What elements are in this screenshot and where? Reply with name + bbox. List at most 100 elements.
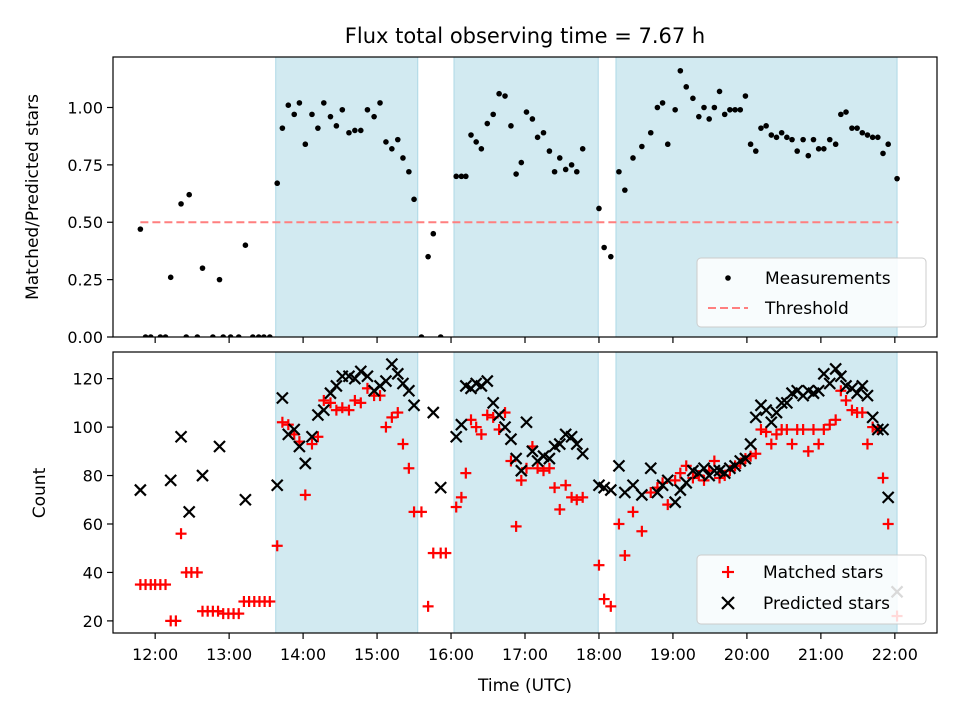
measurement-point <box>664 141 671 148</box>
measurement-point <box>418 334 425 337</box>
top-panel: 0.00 0.25 0.50 0.75 1.00 Matched/Predicted s… <box>23 56 938 347</box>
predicted-star-point <box>509 452 523 465</box>
measurement-point <box>327 113 334 120</box>
matched-star-point <box>560 479 572 491</box>
matched-star-point <box>840 394 852 406</box>
predicted-star-point <box>526 445 539 458</box>
y-tick-label: 20 <box>83 612 103 631</box>
matched-star-point <box>397 438 409 450</box>
predicted-star-point <box>239 493 252 507</box>
measurement-point <box>639 143 645 150</box>
measurement-point <box>763 123 769 129</box>
matched-star-point <box>481 409 493 421</box>
matched-star-point <box>786 438 798 450</box>
matched-star-point <box>324 397 336 409</box>
measurement-point <box>832 141 839 148</box>
predicted-star-point <box>861 389 874 402</box>
predicted-star-point <box>182 505 196 519</box>
measurement-point <box>315 125 321 131</box>
measurement-point <box>556 155 563 161</box>
predicted-star-point <box>759 403 773 417</box>
predicted-star-point <box>317 403 331 417</box>
x-tick-label: 18:00 <box>576 645 622 664</box>
matched-star-point <box>264 596 276 608</box>
bottom-axes-frame <box>112 351 938 634</box>
matched-star-point <box>818 424 830 436</box>
measurement-point <box>267 334 273 337</box>
measurement-point <box>321 100 327 106</box>
measurement-point <box>815 146 822 152</box>
predicted-star-point <box>570 437 584 451</box>
predicted-star-point <box>775 396 788 410</box>
matched-star-point <box>802 445 814 457</box>
measurement-point <box>794 148 801 154</box>
measurement-point <box>346 129 352 136</box>
measurement-point <box>696 113 702 120</box>
measurement-point <box>302 141 309 148</box>
predicted-star-point <box>626 478 640 492</box>
measurement-point <box>784 134 790 141</box>
measurement-point <box>752 148 759 154</box>
measurement-point <box>622 187 628 193</box>
measurement-point <box>249 334 256 337</box>
measurement-point <box>894 175 900 182</box>
top-y-ticks: 0.00 0.25 0.50 0.75 1.00 <box>67 98 113 347</box>
measurement-point <box>885 141 891 148</box>
x-axis-label: Time (UTC) <box>477 676 572 696</box>
predicted-star-point <box>834 369 848 383</box>
matched-star-point <box>830 414 842 426</box>
measurement-point <box>357 127 364 134</box>
measurement-point <box>261 334 267 337</box>
predicted-star-point <box>270 478 284 492</box>
y-tick-label: 100 <box>72 418 103 437</box>
measurement-point <box>747 141 754 148</box>
predicted-star-point <box>553 437 567 451</box>
measurement-point <box>568 162 575 168</box>
matched-star-point <box>312 431 324 443</box>
predicted-star-point <box>276 391 289 405</box>
measurement-point <box>142 334 149 337</box>
measurement-point <box>869 134 876 141</box>
top-y-axis-label: Matched/Predicted stars <box>23 94 43 300</box>
matched-star-point <box>460 467 472 479</box>
legend-matched-marker <box>722 566 734 578</box>
measurement-point <box>529 116 536 122</box>
measurement-point <box>199 265 206 271</box>
shaded-interval <box>453 57 599 337</box>
measurement-point <box>352 127 358 134</box>
matched-star-point <box>170 615 182 627</box>
matched-star-point <box>824 419 836 431</box>
measurement-point <box>383 139 389 145</box>
measurement-point <box>137 226 144 232</box>
predicted-star-point <box>455 418 468 431</box>
measurement-point <box>377 100 383 106</box>
measurement-point <box>540 129 547 136</box>
measurement-point <box>843 109 849 115</box>
measurement-point <box>768 132 775 138</box>
predicted-star-point <box>379 374 393 388</box>
measurement-point <box>220 334 227 337</box>
predicted-star-point <box>427 406 440 419</box>
measurement-point <box>502 93 508 99</box>
matched-star-point <box>160 579 172 591</box>
predicted-star-point <box>330 379 343 393</box>
predicted-star-point <box>866 411 879 424</box>
matched-star-point <box>532 462 544 474</box>
measurement-point <box>690 95 696 102</box>
measurement-point <box>389 146 395 152</box>
predicted-star-point <box>213 440 226 453</box>
predicted-star-point <box>520 415 533 429</box>
shaded-interval <box>453 352 599 633</box>
matched-star-point <box>415 506 427 518</box>
matched-star-point <box>770 428 782 440</box>
measurement-point <box>596 205 602 212</box>
legend-threshold-label: Threshold <box>764 299 849 319</box>
predicted-star-point <box>504 432 518 446</box>
measurement-point <box>235 334 242 337</box>
measurement-point <box>758 125 764 131</box>
measurement-point <box>721 111 728 118</box>
matched-star-point <box>571 494 583 506</box>
measurement-point <box>706 116 712 122</box>
predicted-star-point <box>196 469 209 482</box>
matched-star-point <box>549 482 561 494</box>
